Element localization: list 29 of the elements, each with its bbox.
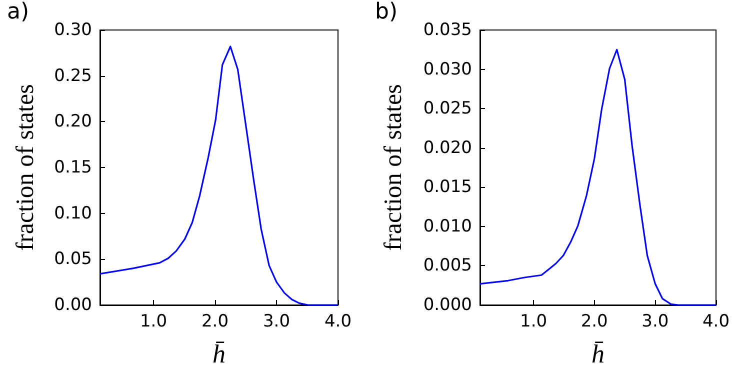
x-tick-label: 2.0 xyxy=(580,312,608,332)
chart-title: a) xyxy=(7,0,30,24)
y-tick-label: 0.035 xyxy=(423,20,472,40)
x-axis-title: h̄ xyxy=(592,340,604,368)
x-tick-label: 3.0 xyxy=(642,312,669,332)
y-tick-label: 0.05 xyxy=(54,249,92,270)
x-axis-title: h̄ xyxy=(212,340,226,368)
y-tick-label: 0.005 xyxy=(423,256,472,276)
x-tick-label: 2.0 xyxy=(201,312,229,332)
y-tick-label: 0.030 xyxy=(423,59,472,80)
x-tick-label: 3.0 xyxy=(262,312,290,332)
y-axis-title: fraction of states xyxy=(12,84,39,251)
chart-title: b) xyxy=(375,0,398,24)
x-tick-label: 1.0 xyxy=(140,312,168,332)
y-tick-label: 0.000 xyxy=(423,295,472,315)
y-axis-title: fraction of states xyxy=(380,84,407,251)
y-tick-label: 0.20 xyxy=(54,112,92,132)
x-tick-label: 4.0 xyxy=(702,312,730,332)
y-tick-label: 0.010 xyxy=(423,216,472,236)
y-tick-label: 0.00 xyxy=(54,295,92,315)
y-tick-label: 0.25 xyxy=(54,66,92,86)
y-tick-label: 0.15 xyxy=(54,158,92,178)
x-tick-label: 1.0 xyxy=(520,312,548,332)
y-tick-label: 0.020 xyxy=(423,138,472,158)
y-tick-label: 0.10 xyxy=(54,203,92,224)
y-tick-label: 0.30 xyxy=(54,20,92,40)
y-tick-label: 0.025 xyxy=(423,98,472,119)
x-tick-label: 4.0 xyxy=(324,312,352,332)
y-tick-label: 0.015 xyxy=(423,177,472,198)
